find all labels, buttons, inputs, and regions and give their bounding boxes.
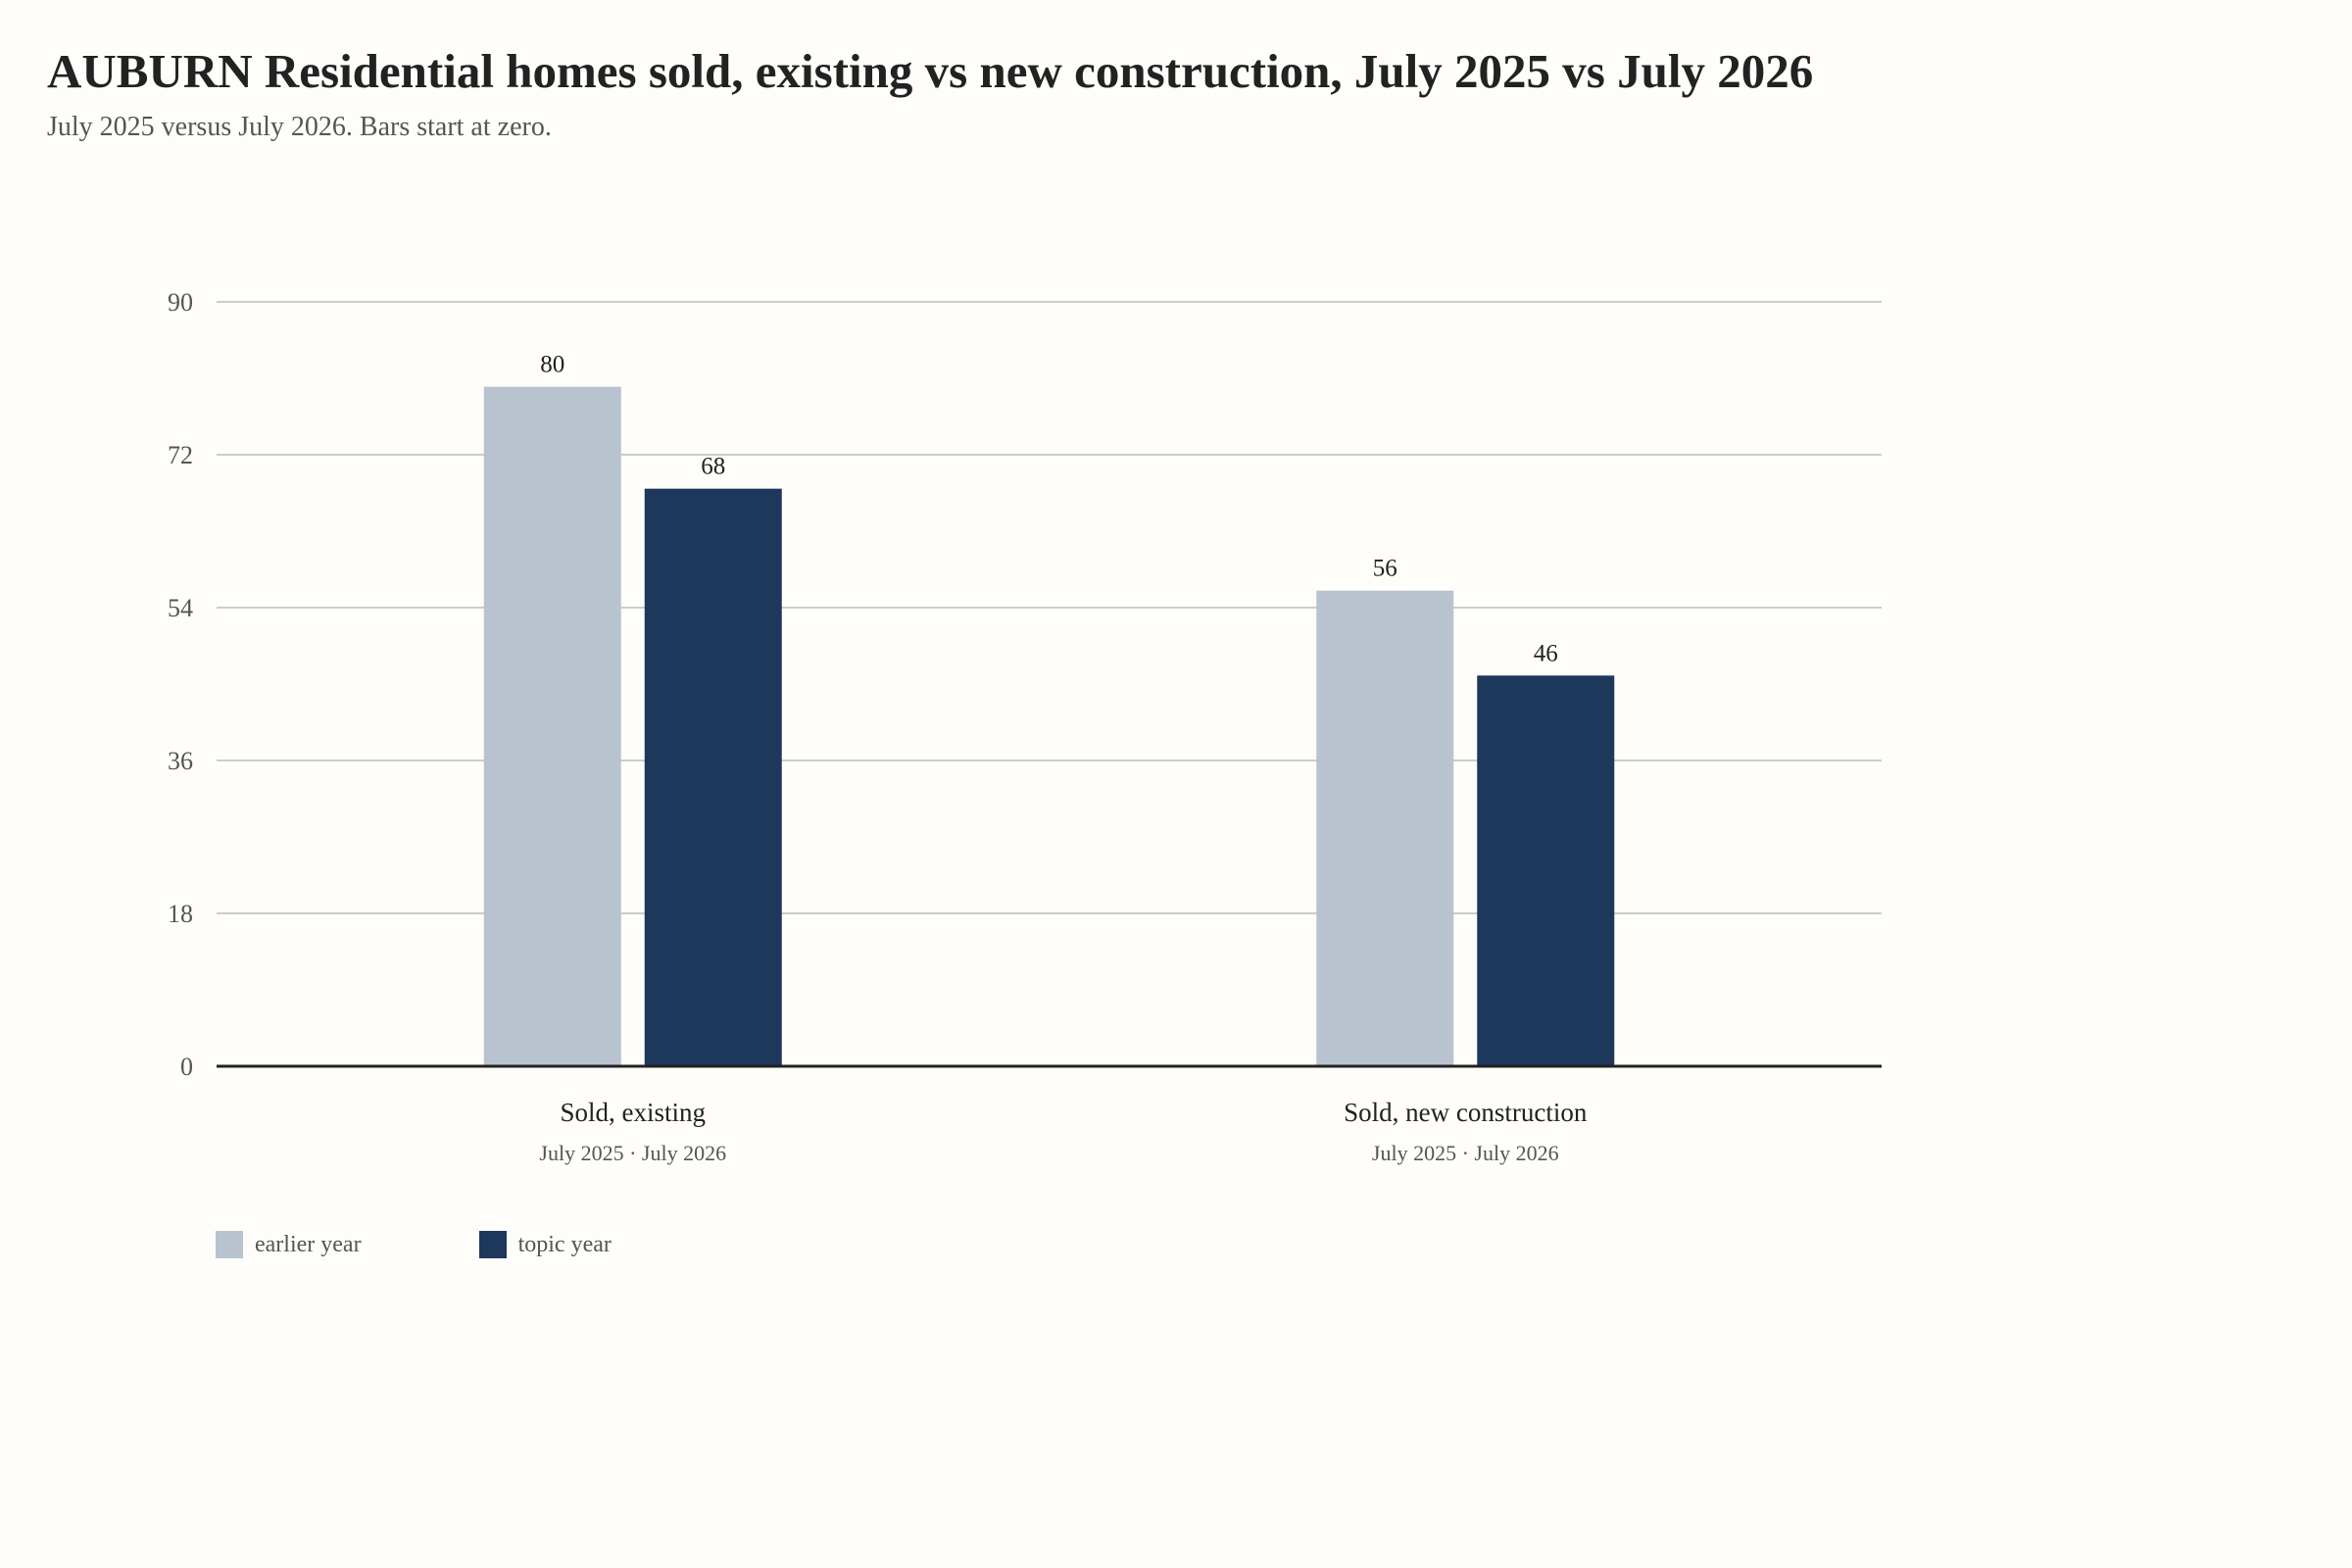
chart-subtitle: July 2025 versus July 2026. Bars start a… (47, 112, 552, 142)
y-tick-label: 36 (168, 747, 193, 775)
legend-item-topic-year: topic year (478, 1231, 612, 1258)
x-category-label: Sold, existing (560, 1098, 706, 1127)
gridlines (217, 301, 1882, 914)
bar-earlier-year (1316, 590, 1454, 1066)
bar-value-label: 80 (540, 352, 564, 378)
bar-value-label: 56 (1373, 556, 1397, 582)
x-category-sublabel: July 2025 · July 2026 (1372, 1141, 1559, 1165)
y-tick-label: 54 (168, 594, 193, 622)
legend-swatch-topic-year (478, 1231, 507, 1258)
x-category-label: Sold, new construction (1344, 1098, 1588, 1127)
bars (483, 386, 1615, 1067)
legend-label-earlier-year: earlier year (255, 1231, 362, 1257)
y-tick-label: 72 (168, 441, 193, 469)
y-tick-label: 0 (180, 1053, 193, 1081)
bar-earlier-year (483, 386, 621, 1067)
legend-label-topic-year: topic year (517, 1231, 612, 1257)
legend-item-earlier-year: earlier year (216, 1231, 362, 1258)
bar-value-label: 68 (701, 454, 725, 480)
y-tick-label: 18 (168, 900, 193, 928)
bar-value-label: 46 (1534, 640, 1558, 666)
bar-topic-year (1477, 675, 1615, 1066)
x-category-sublabel: July 2025 · July 2026 (539, 1141, 726, 1165)
bar-topic-year (644, 488, 782, 1067)
y-tick-label: 90 (168, 288, 193, 317)
legend: earlier year topic year (216, 1231, 729, 1258)
labels: 0 18 36 54 72 90 80 68 Sold, existing July 2025 ·… (168, 288, 1588, 1165)
chart-title: AUBURN Residential homes sold, existing … (47, 44, 1814, 98)
legend-swatch-earlier-year (216, 1231, 243, 1258)
